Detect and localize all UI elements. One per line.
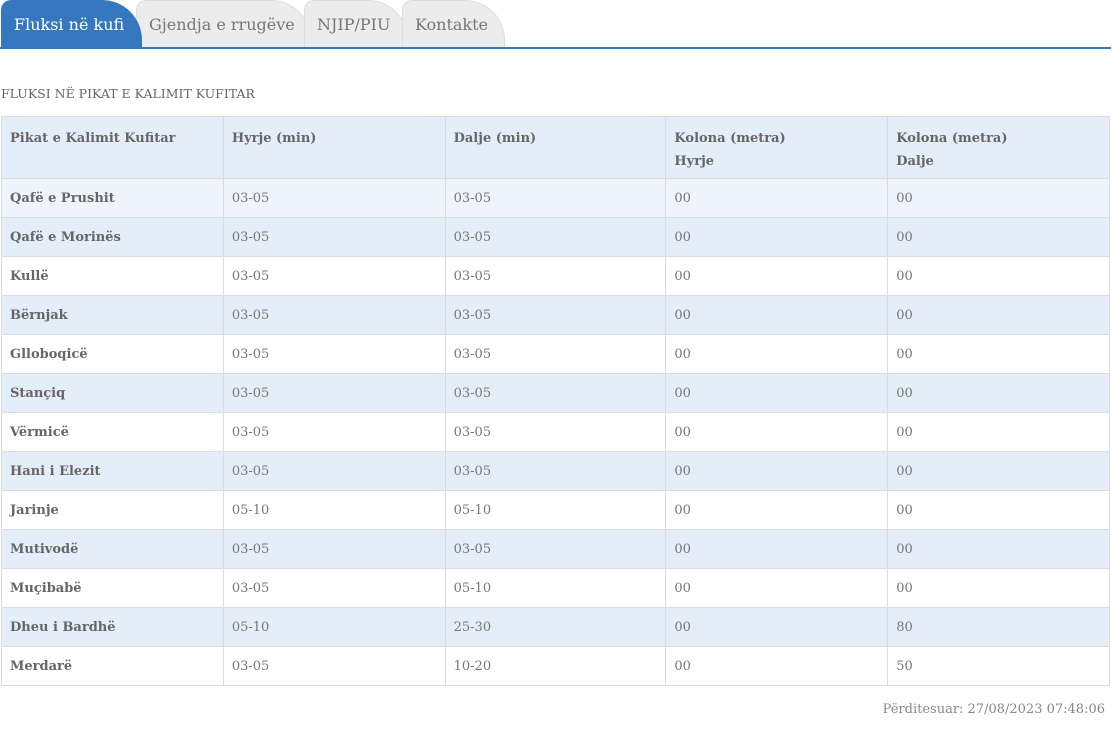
table-cell: 25-30: [444, 607, 667, 647]
table-cell: 00: [665, 412, 889, 452]
table-row: Jarinje 05-10 05-10 00 00: [1, 490, 1110, 530]
table-cell: 03-05: [222, 217, 446, 257]
crossing-point-name: Jarinje: [1, 490, 224, 530]
table-cell: 03-05: [222, 568, 446, 608]
crossing-point-name: Qafë e Morinës: [1, 217, 224, 257]
table-cell: 03-05: [222, 646, 446, 686]
table-cell: 00: [887, 412, 1110, 452]
table-cell: 03-05: [222, 295, 446, 335]
tab-gjendja-e-rrugeve[interactable]: Gjendja e rrugëve: [136, 0, 311, 47]
table-cell: 05-10: [222, 490, 446, 530]
table-cell: 03-05: [444, 334, 667, 374]
table-row: Qafë e Morinës 03-05 03-05 00 00: [1, 217, 1110, 257]
table-cell: 05-10: [222, 607, 446, 647]
column-header-label: Hyrje (min): [231, 131, 317, 146]
section-title: FLUKSI NË PIKAT E KALIMIT KUFITAR: [1, 86, 255, 101]
table-cell: 00: [887, 568, 1110, 608]
table-cell: 00: [665, 334, 889, 374]
table-cell: 00: [887, 451, 1110, 491]
table-cell: 00: [665, 217, 889, 257]
column-header-label: Kolona (metra): [896, 131, 1008, 146]
table-cell: 00: [887, 295, 1110, 335]
table-cell: 80: [887, 607, 1110, 647]
column-header-label: Dalje (min): [453, 131, 537, 146]
crossing-point-name: Dheu i Bardhë: [1, 607, 224, 647]
table-row: Hani i Elezit 03-05 03-05 00 00: [1, 451, 1110, 491]
table-cell: 03-05: [222, 412, 446, 452]
table-cell: 03-05: [222, 451, 446, 491]
table-cell: 03-05: [444, 256, 667, 296]
crossing-point-name: Mutivodë: [1, 529, 224, 569]
crossing-point-name: Qafë e Prushit: [1, 178, 224, 218]
table-cell: 03-05: [444, 373, 667, 413]
column-header-label: Dalje: [896, 154, 934, 169]
table-cell: 00: [665, 256, 889, 296]
table-row: Dheu i Bardhë 05-10 25-30 00 80: [1, 607, 1110, 647]
table-cell: 05-10: [444, 568, 667, 608]
tab-fluksi-ne-kufi[interactable]: Fluksi në kufi: [1, 0, 142, 47]
table-cell: 00: [887, 256, 1110, 296]
tab-bar: Fluksi në kufi Gjendja e rrugëve NJIP/PI…: [0, 0, 1111, 49]
crossing-point-name: Glloboqicë: [1, 334, 224, 374]
column-header-label: Kolona (metra): [674, 131, 786, 146]
table-cell: 00: [665, 529, 889, 569]
table-cell: 03-05: [444, 451, 667, 491]
table-cell: 00: [665, 451, 889, 491]
table-cell: 03-05: [222, 373, 446, 413]
table-header-row: Pikat e Kalimit Kufitar Hyrje (min) Dalje …: [1, 116, 1110, 179]
column-header-label: Pikat e Kalimit Kufitar: [10, 131, 176, 146]
table-cell: 00: [887, 178, 1110, 218]
table-cell: 00: [665, 490, 889, 530]
table-cell: 03-05: [444, 412, 667, 452]
table-row: Kullë 03-05 03-05 00 00: [1, 256, 1110, 296]
table-cell: 00: [665, 607, 889, 647]
table-cell: 05-10: [444, 490, 667, 530]
crossing-point-name: Merdarë: [1, 646, 224, 686]
table-row: Muçibabë 03-05 05-10 00 00: [1, 568, 1110, 608]
table-cell: 03-05: [444, 178, 667, 218]
crossing-point-name: Bërnjak: [1, 295, 224, 335]
column-header: Kolona (metra) Dalje: [887, 116, 1110, 179]
table-row: Stançiq 03-05 03-05 00 00: [1, 373, 1110, 413]
table-cell: 00: [887, 217, 1110, 257]
table-cell: 00: [887, 529, 1110, 569]
table-row: Merdarë 03-05 10-20 00 50: [1, 646, 1110, 686]
tab-kontakte[interactable]: Kontakte: [402, 0, 505, 47]
table-cell: 00: [887, 373, 1110, 413]
table-cell: 50: [887, 646, 1110, 686]
table-cell: 03-05: [222, 178, 446, 218]
border-flow-table: Pikat e Kalimit Kufitar Hyrje (min) Dalje …: [1, 116, 1110, 686]
column-header: Pikat e Kalimit Kufitar: [1, 116, 224, 179]
crossing-point-name: Hani i Elezit: [1, 451, 224, 491]
table-row: Glloboqicë 03-05 03-05 00 00: [1, 334, 1110, 374]
tab-njip-piu[interactable]: NJIP/PIU: [304, 0, 408, 47]
table-cell: 00: [887, 334, 1110, 374]
table-cell: 00: [887, 490, 1110, 530]
table-cell: 03-05: [222, 256, 446, 296]
table-row: Bërnjak 03-05 03-05 00 00: [1, 295, 1110, 335]
table-cell: 00: [665, 568, 889, 608]
table-row: Vërmicë 03-05 03-05 00 00: [1, 412, 1110, 452]
table-cell: 00: [665, 295, 889, 335]
column-header: Hyrje (min): [222, 116, 446, 179]
crossing-point-name: Stançiq: [1, 373, 224, 413]
crossing-point-name: Muçibabë: [1, 568, 224, 608]
updated-timestamp: Përditesuar: 27/08/2023 07:48:06: [882, 702, 1105, 717]
crossing-point-name: Vërmicë: [1, 412, 224, 452]
column-header: Kolona (metra) Hyrje: [665, 116, 889, 179]
table-cell: 03-05: [444, 529, 667, 569]
table-row: Qafë e Prushit 03-05 03-05 00 00: [1, 178, 1110, 218]
table-cell: 03-05: [444, 295, 667, 335]
table-cell: 00: [665, 178, 889, 218]
table-cell: 03-05: [222, 529, 446, 569]
table-cell: 00: [665, 646, 889, 686]
column-header: Dalje (min): [444, 116, 667, 179]
table-row: Mutivodë 03-05 03-05 00 00: [1, 529, 1110, 569]
table-cell: 03-05: [222, 334, 446, 374]
table-cell: 03-05: [444, 217, 667, 257]
crossing-point-name: Kullë: [1, 256, 224, 296]
table-cell: 10-20: [444, 646, 667, 686]
column-header-label: Hyrje: [674, 154, 715, 169]
table-cell: 00: [665, 373, 889, 413]
